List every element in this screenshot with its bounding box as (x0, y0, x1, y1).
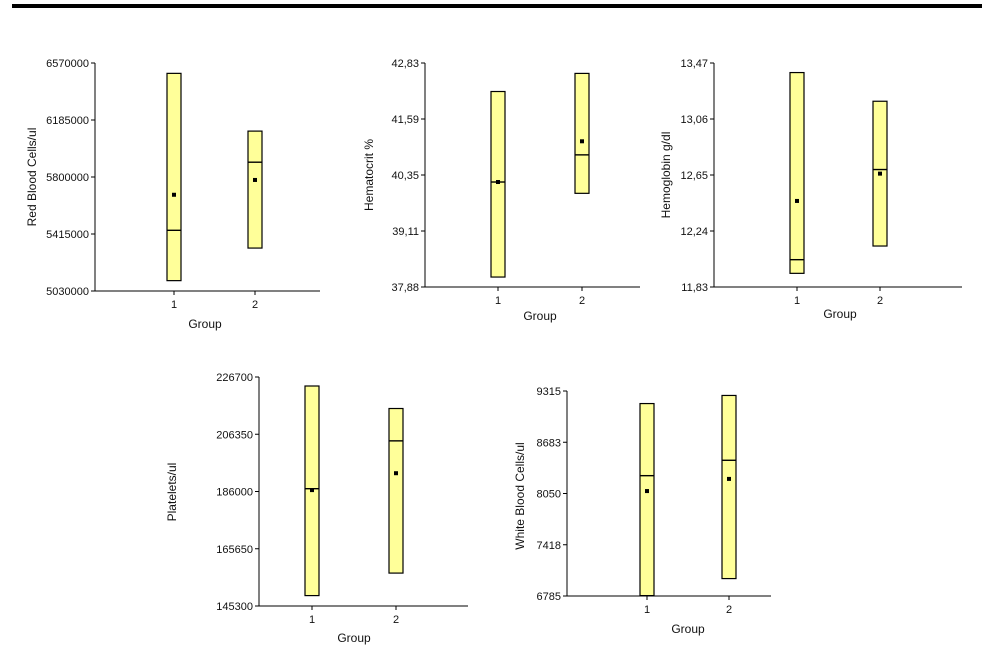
y-tick-label: 145300 (216, 601, 253, 613)
y-axis-title: Red Blood Cells/ul (25, 128, 39, 227)
x-axis-title: Group (523, 309, 557, 323)
y-tick-label: 5800000 (46, 172, 89, 184)
y-tick-label: 5415000 (46, 229, 89, 241)
x-tick-label: 1 (495, 295, 501, 307)
y-tick-label: 37,88 (391, 282, 419, 294)
x-tick-label: 2 (579, 295, 585, 307)
box-group-2 (388, 407, 404, 574)
x-axis-title: Group (671, 622, 705, 636)
y-tick-label: 6785 (537, 591, 561, 603)
x-axis-title: Group (823, 307, 857, 321)
x-tick-label: 1 (644, 604, 650, 616)
mean-marker-group-2 (727, 476, 731, 481)
mean-marker-group-1 (310, 488, 314, 493)
chart-hct: 37,88 39,11 40,35 41,59 42,83 1 2 Group Hematocr… (362, 58, 640, 323)
chart-wbc: 6785 7418 8050 8683 9315 1 2 Group White Blood C… (513, 386, 771, 636)
mean-marker-group-1 (795, 198, 799, 203)
y-tick-label: 42,83 (391, 58, 419, 70)
box-group-1 (639, 402, 655, 597)
x-tick-label: 2 (252, 299, 258, 311)
x-tick-label: 1 (171, 299, 177, 311)
y-tick-label: 13,47 (680, 58, 708, 70)
y-tick-label: 186000 (216, 487, 253, 499)
y-tick-label: 40,35 (391, 170, 419, 182)
box-group-2 (574, 72, 590, 194)
y-tick-label: 226700 (216, 372, 253, 384)
mean-marker-group-1 (172, 192, 176, 197)
y-tick-label: 206350 (216, 429, 253, 441)
x-tick-label: 2 (877, 295, 883, 307)
y-tick-label: 12,24 (680, 226, 708, 238)
x-axis-title: Group (337, 631, 371, 645)
y-tick-label: 7418 (537, 540, 561, 552)
mean-marker-group-1 (645, 489, 649, 494)
x-tick-label: 1 (309, 614, 315, 626)
box-group-2 (721, 394, 737, 580)
box-group-1 (166, 72, 182, 282)
box-group-2 (247, 130, 263, 249)
y-tick-label: 165650 (216, 544, 253, 556)
chart-rbc: 5030000 5415000 5800000 6185000 6570000 1 2 Gro… (25, 58, 320, 331)
box-group-1 (490, 90, 506, 278)
y-tick-label: 12,65 (680, 170, 708, 182)
y-tick-label: 8050 (537, 489, 561, 501)
mean-marker-group-2 (878, 171, 882, 176)
x-tick-label: 2 (393, 614, 399, 626)
y-tick-label: 9315 (537, 386, 561, 398)
x-axis-title: Group (188, 317, 222, 331)
y-tick-label: 8683 (537, 437, 561, 449)
mean-marker-group-1 (496, 180, 500, 185)
top-rule (12, 4, 982, 8)
x-tick-label: 1 (794, 295, 800, 307)
y-tick-label: 11,83 (681, 282, 708, 294)
mean-marker-group-2 (394, 471, 398, 476)
mean-marker-group-2 (580, 139, 584, 144)
y-tick-label: 6185000 (46, 115, 89, 127)
y-tick-label: 41,59 (391, 114, 419, 126)
y-tick-label: 6570000 (46, 58, 89, 70)
chart-hgb: 11,83 12,24 12,65 13,06 13,47 1 2 Group Hemoglob… (659, 58, 962, 321)
y-axis-title: Hemoglobin g/dl (659, 132, 673, 219)
y-tick-label: 13,06 (680, 114, 708, 126)
y-axis-title: Platelets/ul (165, 463, 179, 522)
chart-plt: 145300 165650 186000 206350 226700 1 2 Group Pla… (165, 372, 468, 645)
y-axis-title: White Blood Cells/ul (513, 442, 527, 549)
box-group-1 (789, 71, 805, 274)
y-tick-label: 39,11 (392, 226, 419, 238)
y-tick-label: 5030000 (46, 286, 89, 298)
x-tick-label: 2 (726, 604, 732, 616)
y-axis-title: Hematocrit % (362, 139, 376, 211)
mean-marker-group-2 (253, 177, 257, 182)
